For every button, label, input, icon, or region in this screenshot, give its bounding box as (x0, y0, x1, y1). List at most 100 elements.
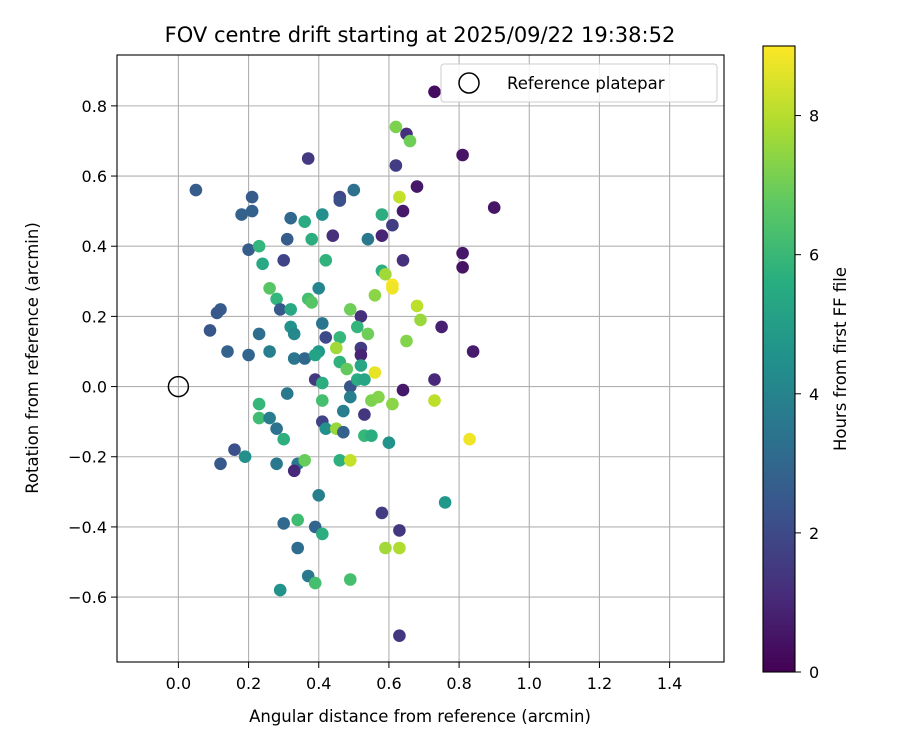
data-point (312, 282, 326, 295)
data-point (368, 289, 382, 302)
data-point (351, 320, 364, 334)
data-point (358, 373, 371, 386)
data-point (235, 208, 248, 221)
data-point (333, 331, 347, 344)
data-point (410, 299, 424, 313)
data-point (389, 159, 403, 172)
data-point (379, 268, 392, 281)
data-point (263, 345, 276, 358)
data-point (375, 506, 389, 520)
x-tick-label: 0.0 (166, 674, 191, 693)
data-point (284, 211, 298, 225)
data-point (305, 296, 319, 309)
data-point (354, 359, 368, 372)
y-tick-label: 0.4 (82, 237, 107, 256)
data-point (316, 208, 329, 221)
data-point (280, 232, 294, 246)
data-point (389, 120, 403, 134)
data-point (298, 215, 312, 228)
data-point (393, 524, 406, 537)
data-point (203, 324, 217, 337)
y-tick-label: −0.6 (68, 588, 107, 607)
data-point (456, 261, 469, 274)
x-tick-label: 0.8 (446, 674, 471, 693)
data-point (263, 282, 276, 295)
data-point (308, 348, 322, 362)
data-point (319, 253, 333, 267)
data-point (344, 390, 357, 404)
data-point (305, 232, 319, 246)
chart-title: FOV centre drift starting at 2025/09/22 … (165, 23, 676, 47)
data-point (214, 457, 227, 471)
legend-box (440, 63, 718, 103)
y-tick-label: 0.8 (82, 97, 107, 116)
data-point (344, 303, 357, 316)
colorbar-tick-label: 6 (809, 246, 819, 265)
data-point (280, 387, 294, 400)
data-point (375, 208, 389, 221)
legend: Reference platepar (440, 63, 718, 103)
x-tick-label: 0.4 (306, 674, 331, 693)
data-point (291, 541, 305, 555)
data-point (242, 243, 255, 256)
data-point (287, 464, 301, 478)
data-point (438, 496, 452, 509)
data-point (319, 422, 333, 436)
data-point (365, 429, 378, 443)
x-tick-label: 0.2 (236, 674, 261, 693)
data-point (252, 239, 266, 253)
data-point (463, 432, 476, 446)
data-point (221, 345, 234, 358)
data-point (361, 232, 375, 246)
data-point (333, 454, 347, 467)
data-point (298, 454, 312, 467)
data-point (245, 204, 259, 218)
data-point (291, 513, 305, 527)
data-point (456, 148, 469, 162)
data-point (333, 194, 347, 207)
data-point (435, 320, 448, 334)
data-point (368, 366, 382, 379)
y-tick-label: 0.6 (82, 167, 107, 186)
data-point (393, 629, 406, 642)
x-axis-label: Angular distance from reference (arcmin) (249, 707, 591, 726)
data-point (298, 352, 312, 365)
data-point (396, 383, 410, 397)
data-point (372, 390, 385, 404)
data-point (316, 317, 329, 330)
data-point (277, 432, 291, 446)
data-point (330, 341, 343, 355)
colorbar-tick-label: 4 (809, 385, 819, 404)
data-point (256, 257, 269, 271)
y-tick-label: 0.2 (82, 307, 107, 326)
x-tick-label: 1.2 (587, 674, 612, 693)
data-point (410, 180, 424, 193)
y-tick-label: −0.2 (68, 448, 107, 467)
y-tick-label: 0.0 (82, 378, 107, 397)
data-point (252, 411, 266, 425)
data-point (400, 334, 413, 348)
data-point (354, 348, 368, 362)
data-point (242, 348, 255, 362)
y-axis-label: Rotation from reference (arcmin) (23, 222, 42, 494)
data-point (428, 373, 441, 386)
data-point (287, 327, 301, 341)
data-point (361, 327, 375, 341)
data-point (487, 201, 501, 214)
data-point (270, 292, 283, 306)
data-point (379, 541, 392, 555)
data-point (273, 303, 287, 316)
data-point (277, 517, 291, 530)
data-point (252, 327, 266, 341)
x-axis-ticks: 0.0 0.2 0.4 0.6 0.8 1.0 1.2 1.4 (166, 662, 682, 693)
data-point (382, 436, 396, 450)
data-point (228, 443, 241, 457)
data-point (358, 408, 371, 421)
data-point (301, 152, 315, 165)
data-point (386, 282, 399, 295)
data-point (252, 397, 266, 411)
colorbar-gradient (762, 45, 796, 673)
data-point (270, 422, 283, 436)
plot-frame (116, 54, 725, 663)
